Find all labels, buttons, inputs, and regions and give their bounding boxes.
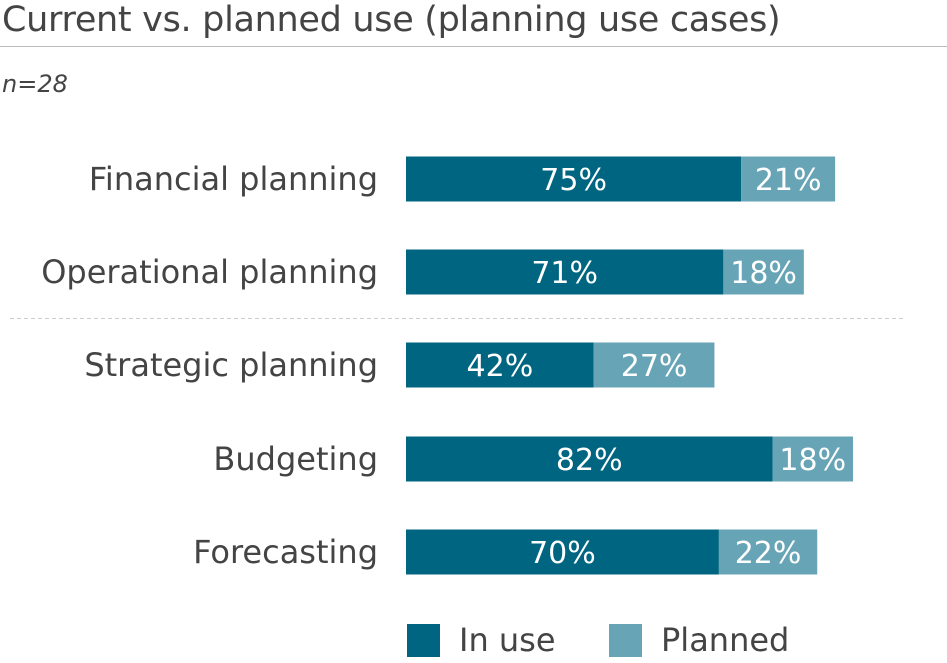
legend-swatch (609, 624, 642, 657)
bar-in-use (406, 342, 594, 388)
category-label: Financial planning (89, 160, 378, 198)
data-label: 18% (779, 443, 846, 478)
bar-in-use (406, 436, 773, 482)
data-label: 18% (730, 256, 797, 291)
bar-planned (741, 156, 836, 202)
bar-planned (723, 249, 804, 295)
chart-title: Current vs. planned use (planning use ca… (2, 0, 781, 40)
data-label: 21% (755, 163, 822, 198)
bar-planned (718, 529, 818, 575)
bar-in-use (406, 249, 724, 295)
title-rule (0, 46, 947, 47)
category-label: Operational planning (41, 253, 378, 291)
data-label: 27% (621, 349, 688, 384)
category-label: Forecasting (193, 533, 378, 571)
bar-planned (772, 436, 853, 482)
data-label: 22% (735, 536, 802, 571)
legend-swatch (407, 624, 440, 657)
bar-planned (593, 342, 715, 388)
category-label: Budgeting (213, 440, 378, 478)
sample-size: n=28 (2, 70, 68, 98)
data-label: 71% (531, 256, 598, 291)
data-label: 75% (540, 163, 607, 198)
bar-in-use (406, 156, 742, 202)
data-label: 70% (529, 536, 596, 571)
bar-in-use (406, 529, 719, 575)
data-label: 42% (467, 349, 534, 384)
legend-label: Planned (661, 621, 789, 659)
data-label: 82% (556, 443, 623, 478)
category-label: Strategic planning (84, 346, 378, 384)
legend-label: In use (459, 621, 556, 659)
